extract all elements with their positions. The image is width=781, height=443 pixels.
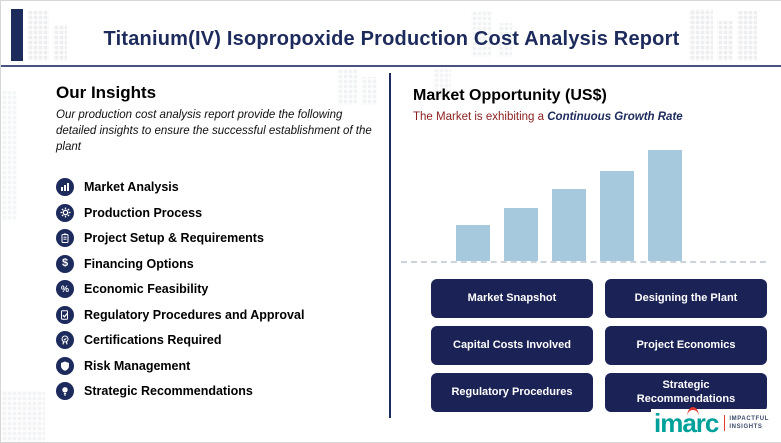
insight-item-project-setup: Project Setup & Requirements (56, 229, 304, 247)
button-market-snapshot[interactable]: Market Snapshot (431, 279, 593, 318)
insight-label: Risk Management (84, 358, 191, 373)
market-subtitle-highlight: Continuous Growth Rate (547, 111, 683, 123)
button-designing-the-plant[interactable]: Designing the Plant (605, 279, 767, 318)
financing-icon: $ (56, 254, 74, 273)
button-project-economics[interactable]: Project Economics (605, 326, 767, 365)
economic-feasibility-icon: % (56, 280, 74, 298)
insight-label: Economic Feasibility (84, 282, 209, 296)
cityscape-decoration (53, 25, 67, 61)
insight-item-production-process: Production Process (56, 203, 304, 222)
production-process-icon (56, 203, 74, 222)
regulatory-icon (56, 305, 74, 324)
header-accent-bar (11, 9, 23, 61)
cityscape-decoration (1, 91, 17, 221)
market-opportunity-heading: Market Opportunity (US$) (413, 87, 607, 104)
market-analysis-icon (56, 178, 74, 196)
cityscape-decoration (471, 11, 491, 57)
insight-label: Regulatory Procedures and Approval (84, 307, 305, 322)
chart-bar (600, 171, 634, 261)
cityscape-decoration (717, 21, 733, 61)
risk-management-icon (56, 356, 74, 375)
project-setup-icon (56, 229, 74, 247)
logo-red-arc-icon (686, 407, 699, 417)
insight-item-economic-feasibility: % Economic Feasibility (56, 280, 304, 298)
insight-label: Market Analysis (84, 180, 179, 194)
chart-bar (648, 150, 682, 261)
button-regulatory-procedures[interactable]: Regulatory Procedures (431, 373, 593, 412)
imarc-logo: imarc IMPACTFUL INSIGHTS (650, 407, 772, 438)
tagline-line2: INSIGHTS (729, 424, 763, 430)
insight-item-strategic: Strategic Recommendations (56, 382, 304, 400)
insights-list: Market Analysis Production Process Proje… (56, 178, 304, 400)
insight-item-financing: $ Financing Options (56, 254, 304, 273)
insights-description: Our production cost analysis report prov… (56, 109, 372, 153)
button-strategic-recommendations[interactable]: Strategic Recommendations (605, 373, 767, 412)
certifications-icon (56, 331, 74, 349)
insight-item-certifications: Certifications Required (56, 331, 304, 349)
imarc-logo-tagline: IMPACTFUL INSIGHTS (724, 414, 769, 432)
cityscape-decoration (737, 11, 757, 61)
cityscape-decoration (337, 69, 357, 105)
insights-heading: Our Insights (56, 83, 157, 102)
cityscape-decoration (689, 9, 713, 61)
chart-bar (552, 189, 586, 261)
market-subtitle-prefix: The Market is exhibiting a (413, 111, 548, 123)
cityscape-decoration (1, 391, 45, 442)
cityscape-decoration (361, 77, 377, 105)
insight-label: Production Process (84, 205, 203, 220)
cityscape-decoration (498, 23, 512, 57)
imarc-logo-text: imarc (653, 407, 719, 438)
cityscape-decoration (27, 11, 49, 61)
cityscape-decoration (433, 69, 451, 99)
chart-bar (504, 208, 538, 261)
header-divider (1, 65, 781, 67)
insight-label: Project Setup & Requirements (84, 231, 264, 245)
strategic-icon (56, 382, 74, 400)
page-title: Titanium(IV) Isopropoxide Production Cos… (103, 28, 680, 50)
imarc-wordmark: imarc (653, 408, 719, 438)
insight-label: Strategic Recommendations (84, 384, 253, 398)
insight-label: Financing Options (84, 256, 194, 271)
chart-baseline (401, 261, 766, 263)
insight-label: Certifications Required (84, 333, 222, 347)
insight-item-regulatory: Regulatory Procedures and Approval (56, 305, 305, 324)
chart-bar (456, 225, 490, 261)
vertical-divider (389, 73, 391, 418)
button-capital-costs-involved[interactable]: Capital Costs Involved (431, 326, 593, 365)
report-section-buttons: Market Snapshot Designing the Plant Capi… (431, 279, 767, 412)
insight-item-market-analysis: Market Analysis (56, 178, 304, 196)
bar-chart (456, 146, 682, 261)
market-subtitle: The Market is exhibiting a Continuous Gr… (413, 111, 683, 123)
tagline-line1: IMPACTFUL (729, 415, 769, 422)
insight-item-risk-management: Risk Management (56, 356, 304, 375)
